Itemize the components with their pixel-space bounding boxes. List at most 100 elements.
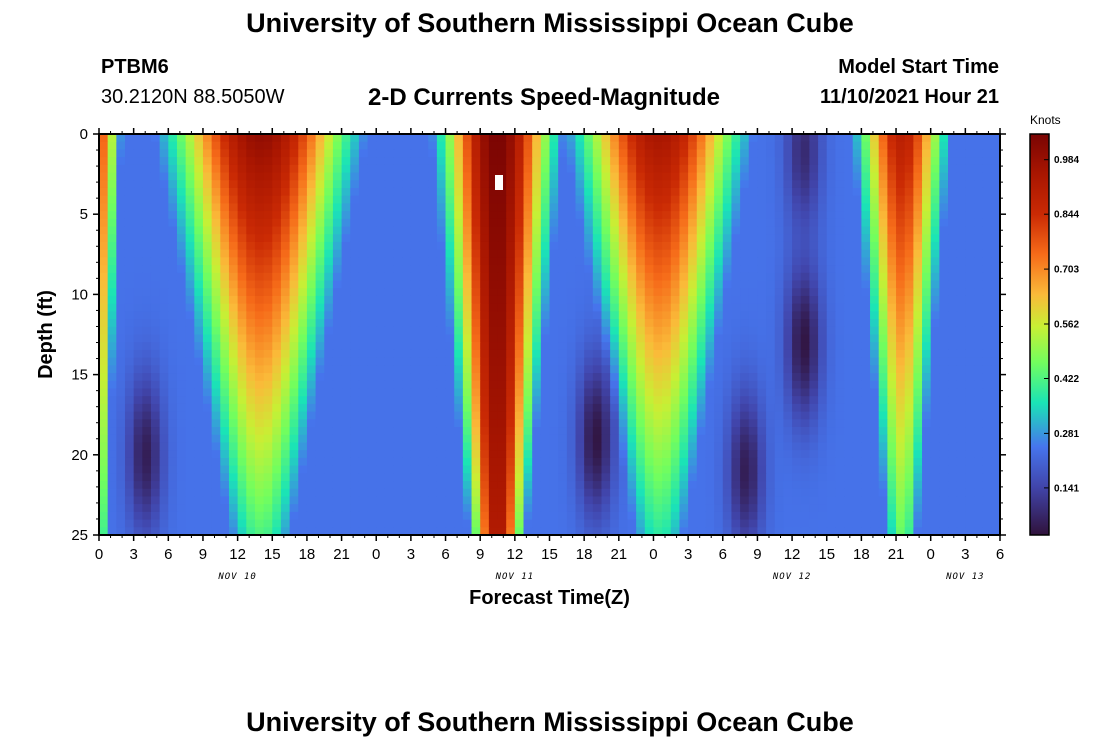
heatmap-cell [419, 411, 429, 420]
heatmap-cell [488, 257, 499, 266]
heatmap-cell [826, 396, 836, 405]
heatmap-cell [497, 342, 507, 351]
heatmap-cell [653, 234, 663, 243]
heatmap-cell [168, 195, 178, 204]
heatmap-cell [757, 280, 767, 289]
heatmap-cell [280, 319, 291, 328]
heatmap-cell [324, 280, 334, 289]
heatmap-cell [792, 187, 802, 197]
heatmap-cell [575, 373, 585, 382]
heatmap-cell [107, 311, 117, 320]
heatmap-cell [220, 303, 230, 312]
heatmap-cell [324, 411, 334, 420]
heatmap-cell [670, 411, 681, 420]
heatmap-cell [878, 311, 888, 320]
heatmap-cell [315, 481, 325, 490]
heatmap-cell [757, 342, 767, 351]
heatmap-cell [272, 187, 282, 197]
heatmap-cell [263, 496, 273, 505]
heatmap-cell [445, 434, 455, 444]
heatmap-cell [202, 457, 213, 467]
heatmap-cell [722, 434, 733, 444]
heatmap-cell [948, 488, 958, 498]
heatmap-cell [826, 496, 836, 505]
heatmap-cell [384, 288, 395, 297]
heatmap-cell [124, 303, 135, 312]
heatmap-cell [636, 442, 646, 451]
heatmap-cell [878, 141, 888, 151]
heatmap-cell [419, 265, 429, 274]
heatmap-cell [176, 326, 187, 336]
heatmap-cell [523, 295, 533, 305]
heatmap-cell [514, 457, 525, 467]
heatmap-cell [514, 249, 525, 258]
heatmap-cell [696, 272, 707, 282]
heatmap-cell [913, 357, 923, 366]
heatmap-cell [670, 157, 681, 166]
heatmap-cell [809, 141, 819, 151]
heatmap-cell [705, 226, 715, 235]
heatmap-cell [168, 257, 178, 266]
heatmap-cell [185, 496, 195, 505]
heatmap-cell [644, 450, 655, 459]
heatmap-cell [367, 180, 377, 189]
heatmap-cell [835, 265, 845, 274]
heatmap-cell [670, 496, 681, 505]
heatmap-cell [974, 442, 984, 451]
heatmap-cell [722, 342, 733, 351]
heatmap-cell [202, 396, 213, 405]
heatmap-cell [913, 203, 923, 212]
heatmap-cell [610, 457, 620, 467]
heatmap-cell [974, 380, 984, 390]
heatmap-cell [722, 465, 733, 474]
heatmap-cell [835, 334, 845, 343]
heatmap-cell [142, 326, 152, 336]
heatmap-cell [679, 226, 689, 235]
heatmap-cell [878, 396, 888, 405]
heatmap-cell [870, 164, 880, 174]
heatmap-cell [974, 342, 984, 351]
heatmap-cell [393, 419, 403, 428]
heatmap-cell [696, 427, 707, 436]
heatmap-cell [350, 218, 360, 228]
heatmap-cell [506, 141, 516, 151]
heatmap-cell [644, 326, 655, 336]
heatmap-cell [488, 419, 499, 428]
heatmap-cell [679, 481, 689, 490]
heatmap-cell [601, 226, 611, 235]
heatmap-cell [766, 172, 776, 181]
heatmap-cell [714, 265, 724, 274]
heatmap-cell [523, 280, 533, 289]
heatmap-cell [228, 373, 239, 382]
heatmap-cell [592, 164, 603, 174]
heatmap-cell [523, 319, 533, 328]
heatmap-cell [696, 434, 707, 444]
heatmap-cell [228, 388, 239, 397]
chart-subtitle: 2-D Currents Speed-Magnitude [368, 84, 721, 111]
heatmap-cell [280, 349, 291, 359]
heatmap-cell [974, 234, 984, 243]
heatmap-cell [748, 349, 759, 359]
heatmap-cell [272, 334, 282, 343]
heatmap-cell [306, 134, 317, 143]
heatmap-cell [202, 149, 213, 158]
heatmap-cell [402, 465, 412, 474]
heatmap-cell [298, 203, 308, 212]
heatmap-cell [566, 496, 577, 505]
heatmap-cell [636, 450, 646, 459]
heatmap-cell [428, 234, 438, 243]
heatmap-cell [523, 234, 533, 243]
heatmap-cell [618, 334, 629, 343]
heatmap-cell [107, 326, 117, 336]
heatmap-cell [211, 434, 221, 444]
heatmap-cell [844, 172, 854, 181]
heatmap-cell [445, 473, 455, 482]
heatmap-cell [254, 265, 265, 274]
heatmap-cell [445, 488, 455, 498]
heatmap-cell [254, 141, 265, 151]
heatmap-cell [497, 265, 507, 274]
heatmap-cell [523, 272, 533, 282]
heatmap-cell [722, 249, 733, 258]
heatmap-cell [99, 234, 109, 243]
heatmap-cell [627, 442, 637, 451]
